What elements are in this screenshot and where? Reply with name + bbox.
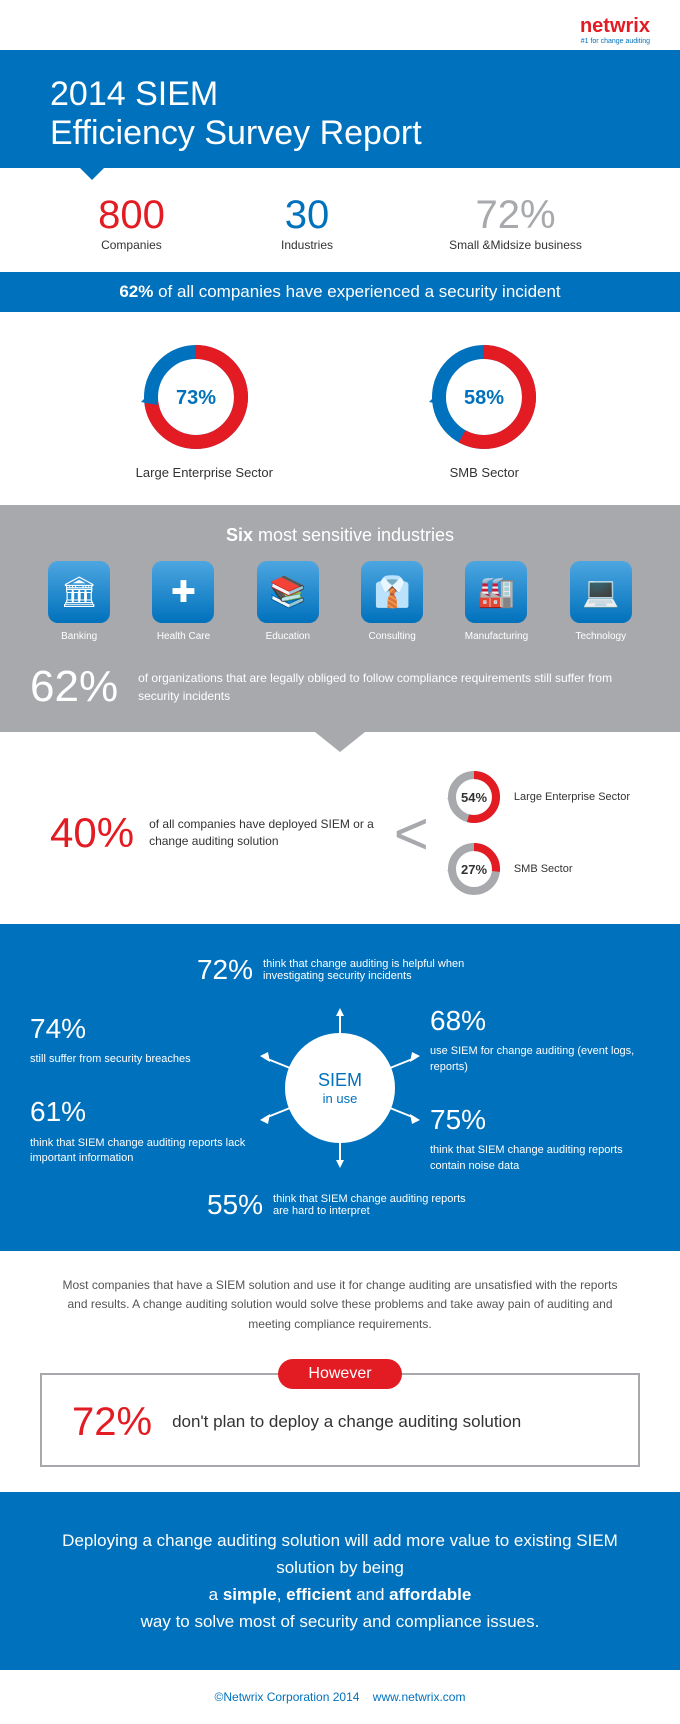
copyright: ©Netwrix Corporation 2014 (215, 1690, 360, 1704)
industry-banking: 🏛Banking (30, 561, 128, 642)
footer: ©Netwrix Corporation 2014 www.netwrix.co… (0, 1670, 680, 1724)
stat-label: Small &Midsize business (449, 238, 582, 252)
stat-companies: 800 Companies (98, 193, 165, 252)
deploy-left: 40% of all companies have deployed SIEM … (50, 809, 379, 857)
stat-label: Industries (281, 238, 333, 252)
footer-url: www.netwrix.com (373, 1690, 466, 1704)
industry-healthcare: ✚Health Care (134, 561, 232, 642)
top-stats-row: 800 Companies 30 Industries 72% Small &M… (0, 168, 680, 272)
compliance-pct: 62% (30, 662, 118, 712)
donut-chart: 58% (424, 337, 544, 457)
siem-center-wrap: SIEM in use (260, 1033, 420, 1143)
donut-chart: 27% (444, 839, 504, 899)
siem-grid: 74% still suffer from security breaches … (30, 1001, 650, 1174)
deploy-right: 54% Large Enterprise Sector 27% SMB Sect… (444, 767, 630, 899)
small-donut-enterprise: 54% Large Enterprise Sector (444, 767, 630, 827)
siem-right-col: 68% use SIEM for change auditing (event … (430, 1001, 650, 1174)
stat-label: Companies (98, 238, 165, 252)
svg-text:54%: 54% (461, 790, 487, 805)
donut-label: Large Enterprise Sector (514, 790, 630, 804)
incident-banner: 62% of all companies have experienced a … (0, 272, 680, 312)
industry-technology: 💻Technology (552, 561, 650, 642)
compliance-text: of organizations that are legally oblige… (138, 669, 650, 705)
svg-text:58%: 58% (464, 387, 504, 409)
siem-center-circle: SIEM in use (285, 1033, 395, 1143)
donut-chart: 54% (444, 767, 504, 827)
donut-label: SMB Sector (424, 465, 544, 480)
conclusion-block: Deploying a change auditing solution wil… (0, 1492, 680, 1671)
title-line-1: 2014 SIEM (50, 75, 630, 114)
industries-title: Six most sensitive industries (30, 525, 650, 546)
siem-stat: 74% still suffer from security breaches (30, 1009, 250, 1068)
deploy-text: of all companies have deployed SIEM or a… (149, 816, 379, 850)
less-than-icon: < (394, 799, 429, 868)
siem-stat: 75% think that SIEM change auditing repo… (430, 1100, 650, 1174)
banner-pct: 62% (119, 282, 153, 301)
stat-value: 800 (98, 193, 165, 238)
siem-block: 72% think that change auditing is helpfu… (0, 924, 680, 1251)
siem-left-col: 74% still suffer from security breaches … (30, 1009, 250, 1167)
however-label: However (0, 1359, 680, 1389)
sector-donuts: 73% Large Enterprise Sector 58% SMB Sect… (0, 312, 680, 505)
health-icon: ✚ (152, 561, 214, 623)
title-line-2: Efficiency Survey Report (50, 114, 630, 153)
compliance-stat: 62% of organizations that are legally ob… (30, 662, 650, 712)
bank-icon: 🏛 (48, 561, 110, 623)
donut-label: SMB Sector (514, 862, 573, 876)
svg-text:73%: 73% (176, 387, 216, 409)
deploy-row: 40% of all companies have deployed SIEM … (0, 732, 680, 924)
svg-text:27%: 27% (461, 862, 487, 877)
tech-icon: 💻 (570, 561, 632, 623)
small-donut-smb: 27% SMB Sector (444, 839, 630, 899)
donut-chart: 73% (136, 337, 256, 457)
deploy-pct: 40% (50, 809, 134, 857)
industries-row: 🏛Banking ✚Health Care 📚Education 👔Consul… (30, 561, 650, 642)
block-pointer (315, 732, 365, 752)
summary-text: Most companies that have a SIEM solution… (0, 1251, 680, 1359)
industries-block: Six most sensitive industries 🏛Banking ✚… (0, 505, 680, 732)
industry-consulting: 👔Consulting (343, 561, 441, 642)
brand-tagline: #1 for change auditing (30, 38, 650, 45)
infographic-container: netwrix #1 for change auditing 2014 SIEM… (0, 0, 680, 1724)
siem-top-stat: 72% think that change auditing is helpfu… (30, 954, 650, 986)
education-icon: 📚 (257, 561, 319, 623)
however-text: don't plan to deploy a change auditing s… (172, 1412, 521, 1432)
consulting-icon: 👔 (361, 561, 423, 623)
siem-stat: 61% think that SIEM change auditing repo… (30, 1092, 250, 1166)
title-pointer (80, 168, 104, 180)
logo-bar: netwrix #1 for change auditing (0, 0, 680, 50)
industry-education: 📚Education (239, 561, 337, 642)
stat-value: 30 (281, 193, 333, 238)
however-pct: 72% (72, 1400, 152, 1445)
siem-bottom-stat: 55% think that SIEM change auditing repo… (30, 1189, 650, 1221)
donut-smb: 58% SMB Sector (424, 337, 544, 480)
brand-logo: netwrix (580, 15, 650, 37)
industry-manufacturing: 🏭Manufacturing (447, 561, 545, 642)
donut-large-enterprise: 73% Large Enterprise Sector (136, 337, 273, 480)
donut-label: Large Enterprise Sector (136, 465, 273, 480)
report-title: 2014 SIEM Efficiency Survey Report (0, 50, 680, 168)
siem-stat: 68% use SIEM for change auditing (event … (430, 1001, 650, 1075)
stat-value: 72% (449, 193, 582, 238)
factory-icon: 🏭 (465, 561, 527, 623)
stat-smb: 72% Small &Midsize business (449, 193, 582, 252)
stat-industries: 30 Industries (281, 193, 333, 252)
